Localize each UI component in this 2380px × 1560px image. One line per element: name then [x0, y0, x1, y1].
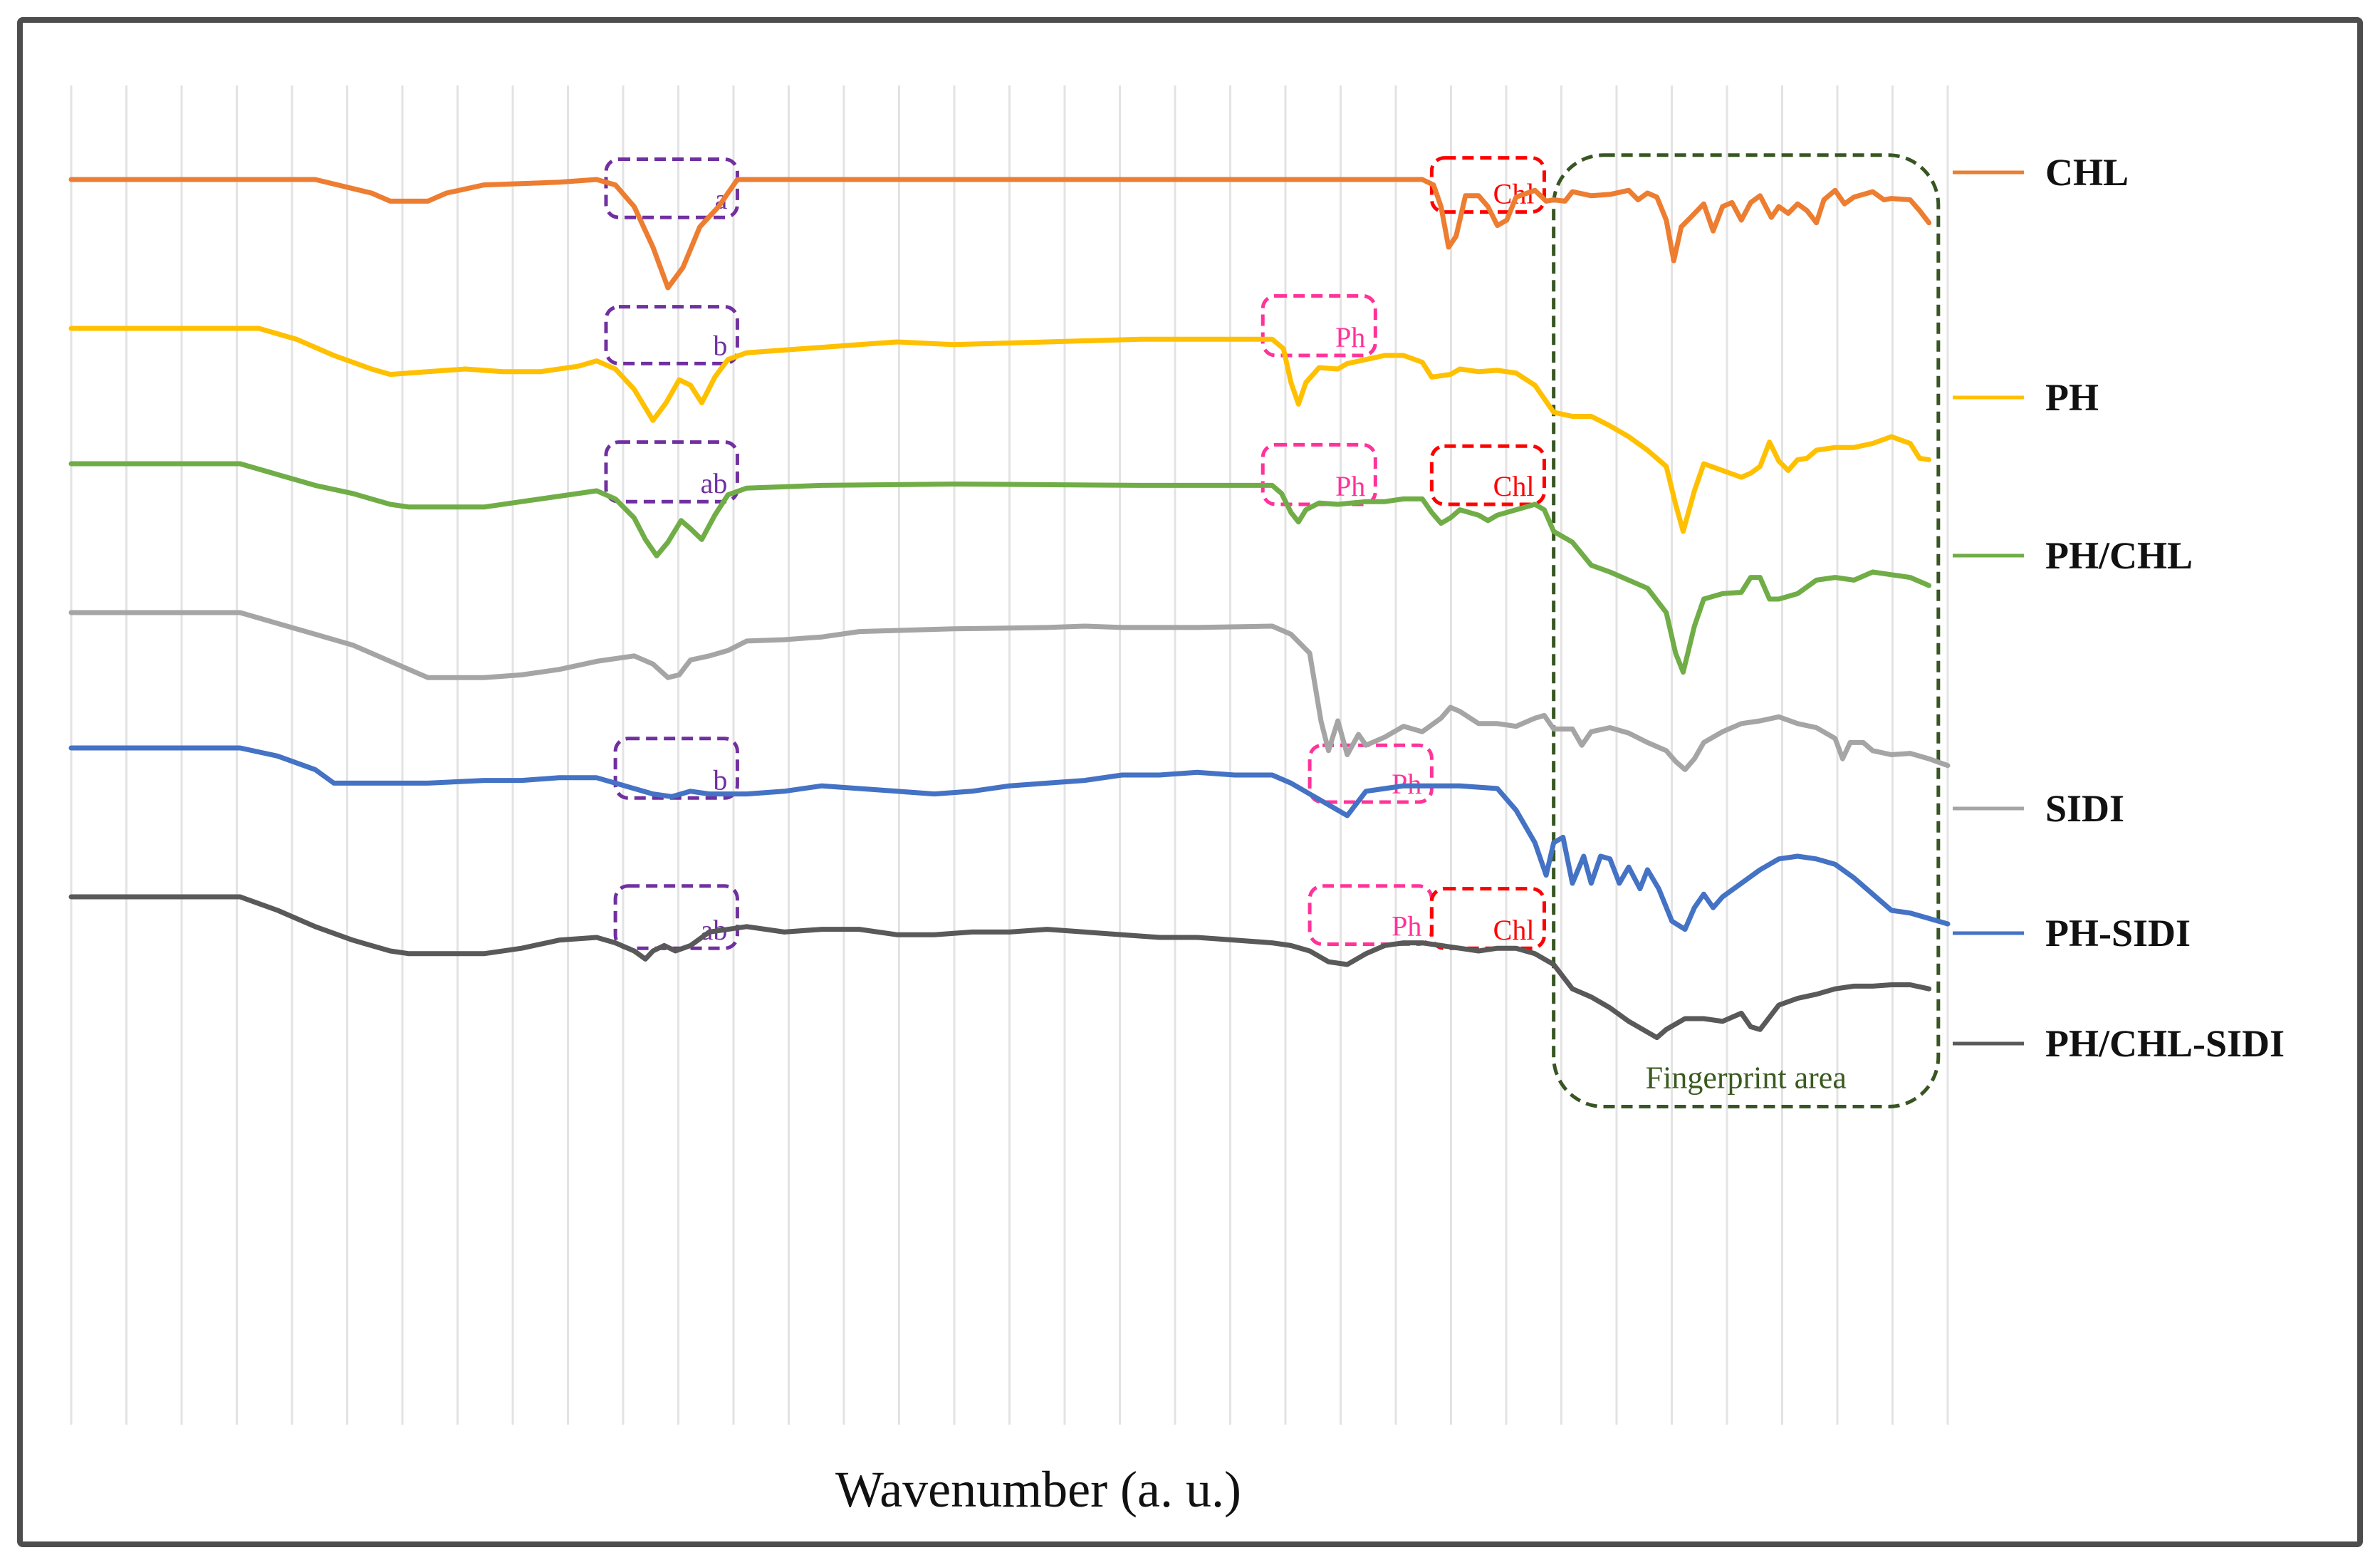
peak-annotation-label: ab: [701, 467, 728, 499]
series-line: [68, 177, 1932, 291]
figure-frame: [17, 17, 2363, 1547]
peak-annotation-label: Chl: [1493, 470, 1535, 502]
peak-annotation-label: Chl: [1493, 914, 1535, 946]
series-line: [68, 326, 1932, 534]
peak-annotation-label: Ph: [1335, 321, 1365, 353]
legend-label: PH/CHL-SIDI: [2045, 1022, 2285, 1065]
legend-label: PH/CHL: [2045, 534, 2193, 577]
peak-annotation-label: b: [713, 329, 727, 361]
gridlines: [70, 85, 1949, 1425]
fingerprint-area-box: [1552, 153, 1941, 1108]
series-line: [68, 894, 1932, 1041]
peak-annotation-box: [613, 737, 739, 800]
legend-label: PH: [2045, 376, 2099, 419]
peak-annotation-box: [1429, 444, 1546, 506]
legend-label: PH-SIDI: [2045, 912, 2191, 955]
peak-annotation-box: [1261, 293, 1377, 358]
peak-annotation-label: Ph: [1335, 470, 1365, 502]
legend: CHL PH PH/CHL SIDI PH-SIDI PH/CHL-SIDI: [1953, 151, 2285, 1065]
x-axis-title: Wavenumber (a. u.): [835, 1461, 1241, 1518]
legend-label: SIDI: [2045, 787, 2124, 830]
peak-annotation-box: [1308, 743, 1434, 804]
peak-annotation-label: Ph: [1392, 910, 1421, 942]
fingerprint-area-label: Fingerprint area: [1646, 1061, 1847, 1096]
legend-label: CHL: [2045, 151, 2129, 194]
series-line: [68, 610, 1951, 772]
series-line: [68, 745, 1951, 932]
series-line: [68, 461, 1932, 675]
peak-annotation-label: b: [713, 764, 727, 796]
peak-annotation-box: [604, 440, 739, 504]
spectra-traces: [68, 177, 1951, 1041]
